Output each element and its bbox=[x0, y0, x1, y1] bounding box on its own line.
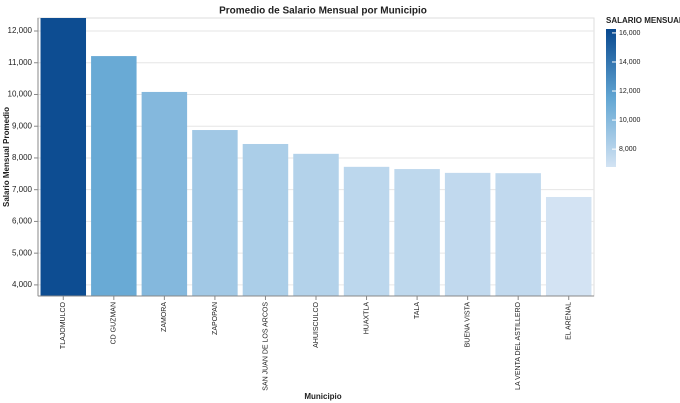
y-tick-label: 4,000 bbox=[12, 280, 33, 289]
x-tick-label: ZAPOPAN bbox=[212, 302, 219, 335]
x-tick-label: TALA bbox=[414, 302, 421, 319]
y-tick-label: 5,000 bbox=[12, 248, 33, 257]
x-tick-label: AHUISCULCO bbox=[313, 301, 320, 347]
bar bbox=[444, 172, 491, 296]
x-tick-label: CD GUZMAN bbox=[111, 302, 118, 344]
bar bbox=[192, 130, 238, 296]
x-tick-label: SAN JUAN DE LOS ARCOS bbox=[262, 302, 269, 391]
bar bbox=[293, 153, 339, 296]
x-axis-title: Municipio bbox=[304, 392, 341, 401]
legend-tick-label: 16,000 bbox=[619, 30, 641, 37]
y-tick-label: 11,000 bbox=[8, 58, 32, 67]
y-tick-label: 9,000 bbox=[12, 121, 33, 130]
plot-area bbox=[38, 18, 594, 296]
legend-tick-label: 10,000 bbox=[619, 117, 641, 124]
y-tick-label: 12,000 bbox=[8, 26, 33, 35]
x-tick-label: HUAXTLA bbox=[363, 302, 370, 335]
legend-tick-label: 14,000 bbox=[619, 59, 641, 66]
y-tick-label: 6,000 bbox=[12, 217, 33, 226]
bar bbox=[495, 173, 541, 296]
x-tick-label: TLAJOMULCO bbox=[60, 301, 67, 349]
y-tick-label: 8,000 bbox=[12, 153, 33, 162]
bar bbox=[91, 56, 137, 296]
bar bbox=[40, 18, 87, 296]
chart-title: Promedio de Salario Mensual por Municipi… bbox=[219, 6, 427, 17]
bar bbox=[141, 91, 188, 296]
legend-title: SALARIO MENSUAL bbox=[606, 16, 680, 25]
legend-tick-label: 12,000 bbox=[619, 88, 641, 95]
x-tick-label: BUENA VISTA bbox=[464, 302, 471, 348]
y-tick-label: 7,000 bbox=[12, 185, 33, 194]
bar bbox=[394, 169, 440, 296]
x-tick-label: LA VENTA DEL ASTILLERO bbox=[515, 301, 522, 389]
bar bbox=[242, 143, 289, 296]
bar bbox=[545, 196, 592, 296]
y-axis-title: Salario Mensual Promedio bbox=[2, 107, 11, 207]
x-tick-label: ZAMORA bbox=[161, 302, 168, 332]
bar bbox=[343, 166, 390, 296]
x-tick-label: EL ARENAL bbox=[566, 302, 573, 340]
legend-tick-label: 8,000 bbox=[619, 146, 637, 153]
y-tick-label: 10,000 bbox=[8, 90, 33, 99]
legend-gradient bbox=[606, 29, 616, 167]
